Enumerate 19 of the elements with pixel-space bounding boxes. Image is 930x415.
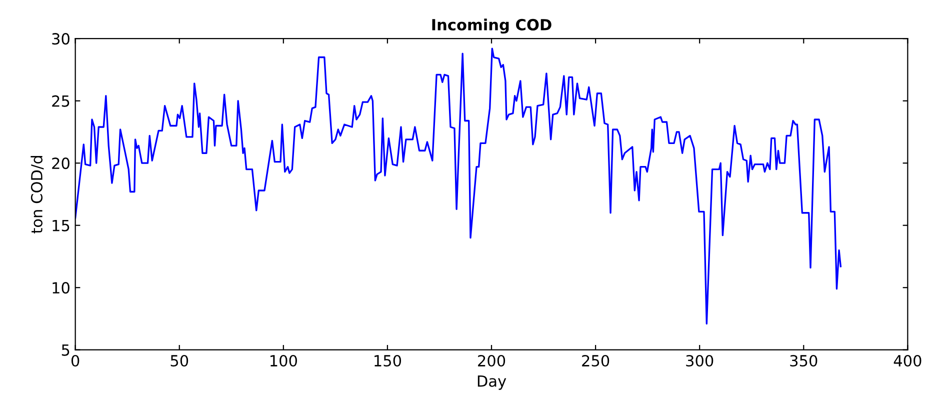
- x-tick-label: 0: [71, 354, 80, 367]
- chart-title: Incoming COD: [432, 18, 552, 34]
- y-tick-label: 25: [52, 95, 70, 107]
- x-tick-label: 400: [894, 354, 922, 367]
- x-axis-title: Day: [478, 376, 506, 390]
- x-tick-label: 350: [790, 354, 818, 367]
- y-axis-title: ton COD/d: [30, 156, 44, 234]
- x-tick-label: 300: [686, 354, 714, 367]
- y-tick-label: 30: [52, 33, 70, 45]
- x-tick-label: 50: [170, 354, 188, 367]
- y-tick-label: 20: [52, 158, 70, 170]
- x-tick-label: 100: [270, 354, 297, 367]
- y-tick-label: 5: [62, 344, 70, 356]
- x-tick-label: 250: [582, 354, 610, 367]
- line-series: [75, 48, 842, 325]
- y-tick-label: 15: [52, 220, 70, 232]
- x-tick-label: 200: [478, 354, 506, 367]
- x-tick-label: 150: [374, 354, 402, 367]
- y-tick-label: 10: [52, 282, 70, 294]
